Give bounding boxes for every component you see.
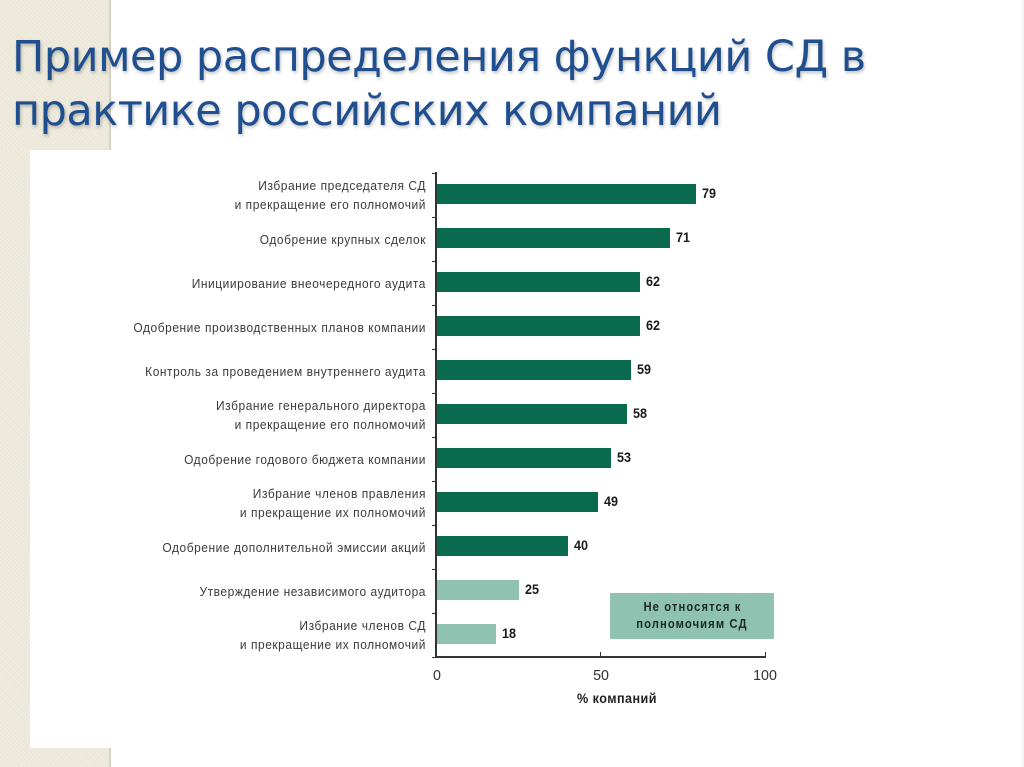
y-tick bbox=[432, 569, 436, 570]
y-tick bbox=[432, 525, 436, 526]
y-tick bbox=[432, 217, 436, 218]
bar-value-label: 59 bbox=[636, 361, 651, 377]
slide-title-line-2: практике российских компаний bbox=[12, 86, 722, 136]
bar-value-label: 71 bbox=[675, 229, 690, 245]
category-label-line: Одобрение дополнительной эмиссии акций bbox=[162, 539, 426, 555]
y-tick bbox=[432, 613, 436, 614]
slide-decoration-top-block bbox=[0, 0, 111, 150]
category-label: Избрание членов правления и прекращение и… bbox=[113, 484, 426, 522]
y-axis bbox=[435, 172, 437, 657]
x-tick-50 bbox=[600, 652, 601, 657]
bar-core bbox=[437, 360, 631, 380]
bar-value-label: 18 bbox=[502, 625, 517, 641]
y-tick bbox=[432, 437, 436, 438]
category-label-line: и прекращение их полномочий bbox=[239, 637, 426, 652]
category-label: Контроль за проведением внутреннего ауди… bbox=[113, 362, 426, 381]
category-label-line: и прекращение его полномочий bbox=[234, 197, 426, 212]
category-label: Одобрение производственных планов компан… bbox=[113, 318, 426, 337]
category-label-line: Одобрение производственных планов компан… bbox=[133, 319, 426, 335]
category-label-line: Избрание генерального директора bbox=[216, 398, 426, 413]
bar-value-label: 53 bbox=[616, 449, 631, 465]
category-label-line: Одобрение крупных сделок bbox=[259, 231, 426, 247]
bar-core bbox=[437, 448, 611, 468]
x-tick-label-50: 50 bbox=[593, 667, 609, 684]
legend-line-2: полномочиям СД bbox=[636, 617, 748, 631]
slide-title-line-1: Пример распределения функций СД в bbox=[12, 32, 866, 82]
bar-value-label: 62 bbox=[646, 317, 661, 333]
x-tick-0 bbox=[436, 652, 437, 657]
bar-value-label: 49 bbox=[603, 493, 618, 509]
bar-value-label: 25 bbox=[525, 581, 540, 597]
category-label-line: Избрание председателя СД bbox=[258, 178, 426, 193]
category-label-line: Избрание членов правления bbox=[252, 486, 426, 501]
category-label-line: Контроль за проведением внутреннего ауди… bbox=[145, 363, 426, 379]
category-label-line: и прекращение их полномочий bbox=[239, 505, 426, 520]
bar-core bbox=[437, 404, 628, 424]
category-label-line: Избрание членов СД bbox=[299, 618, 426, 633]
category-label-line: Одобрение годового бюджета компании bbox=[184, 451, 426, 467]
legend-line-1: Не относятся к bbox=[642, 600, 742, 614]
y-tick bbox=[432, 481, 436, 482]
bar-non-core bbox=[437, 624, 497, 644]
bar-value-label: 62 bbox=[646, 273, 661, 289]
x-tick-label-0: 0 bbox=[433, 667, 441, 684]
bar-value-label: 79 bbox=[702, 185, 717, 201]
y-tick bbox=[432, 349, 436, 350]
x-tick-label-100: 100 bbox=[753, 667, 777, 684]
slide-edge-shadow bbox=[1020, 0, 1024, 767]
y-tick bbox=[432, 393, 436, 394]
y-tick bbox=[432, 657, 436, 658]
category-label-line: Инициирование внеочередного аудита bbox=[191, 275, 426, 291]
category-label: Избрание членов СД и прекращение их полно… bbox=[113, 616, 426, 654]
slide-decoration-bottom-block bbox=[0, 748, 111, 767]
category-label-line: Утверждение независимого аудитора bbox=[199, 583, 426, 599]
bar-core bbox=[437, 272, 641, 292]
category-label: Одобрение годового бюджета компании bbox=[113, 450, 426, 469]
category-label: Одобрение дополнительной эмиссии акций bbox=[113, 538, 426, 557]
bar-core bbox=[437, 536, 569, 556]
category-label: Избрание председателя СД и прекращение ег… bbox=[113, 176, 426, 214]
bar-core bbox=[437, 492, 598, 512]
legend-non-core: Не относятся к полномочиям СД bbox=[610, 593, 774, 639]
slide-title: Пример распределения функций СД в практи… bbox=[12, 30, 866, 138]
bar-non-core bbox=[437, 580, 519, 600]
category-label-line: и прекращение его полномочий bbox=[234, 417, 426, 432]
category-label: Утверждение независимого аудитора bbox=[113, 582, 426, 601]
bar-core bbox=[437, 184, 697, 204]
category-label: Избрание генерального директора и прекращ… bbox=[113, 396, 426, 434]
bar-value-label: 58 bbox=[633, 405, 648, 421]
category-label: Одобрение крупных сделок bbox=[113, 230, 426, 249]
x-tick-100 bbox=[765, 652, 766, 657]
y-tick bbox=[432, 305, 436, 306]
y-tick bbox=[432, 261, 436, 262]
bar-value-label: 40 bbox=[574, 537, 589, 553]
bar-core bbox=[437, 228, 670, 248]
x-axis-title: % компаний bbox=[577, 690, 657, 706]
bar-core bbox=[437, 316, 641, 336]
category-label: Инициирование внеочередного аудита bbox=[113, 274, 426, 293]
y-tick bbox=[432, 173, 436, 174]
